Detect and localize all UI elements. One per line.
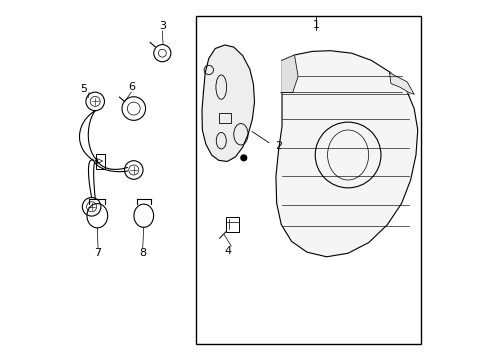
Bar (219, 113, 230, 123)
Bar (225, 217, 239, 232)
Text: 5: 5 (80, 84, 87, 94)
Polygon shape (389, 73, 413, 94)
Text: 4: 4 (224, 247, 231, 256)
Text: 2: 2 (274, 141, 282, 151)
Text: 1: 1 (312, 19, 319, 30)
Text: 6: 6 (128, 82, 135, 92)
Text: 8: 8 (139, 248, 146, 258)
Bar (196, 16, 421, 344)
Bar (96, 154, 104, 169)
Polygon shape (282, 55, 298, 93)
Polygon shape (202, 45, 254, 161)
Text: 3: 3 (159, 21, 165, 31)
Circle shape (241, 155, 246, 161)
Polygon shape (275, 51, 417, 257)
Text: 7: 7 (94, 248, 102, 258)
